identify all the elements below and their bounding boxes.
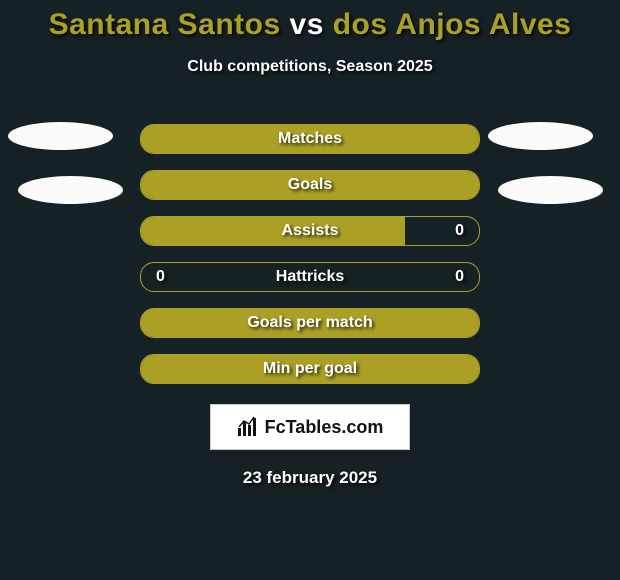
bar-label: Hattricks <box>276 268 344 286</box>
player-ellipse <box>18 176 123 204</box>
bar-track: Matches <box>140 124 480 154</box>
title-part: vs <box>281 8 333 41</box>
bar-label: Min per goal <box>263 360 357 378</box>
bar-track: Min per goal <box>140 354 480 384</box>
chart-container: Santana Santos vs dos Anjos Alves Club c… <box>0 0 620 488</box>
subtitle: Club competitions, Season 2025 <box>0 58 620 76</box>
bar-label: Goals <box>288 176 332 194</box>
logo-box: FcTables.com <box>210 404 410 450</box>
bar-track: Hattricks <box>140 262 480 292</box>
bar-track: Assists <box>140 216 480 246</box>
stat-row: 10Assists <box>0 208 620 254</box>
bar-label: Goals per match <box>247 314 372 332</box>
bar-label: Matches <box>278 130 342 148</box>
player-ellipse <box>8 122 113 150</box>
bar-left <box>141 217 405 245</box>
chart-area: 36Matches00Goals10Assists00HattricksGoal… <box>0 116 620 392</box>
bar-track: Goals per match <box>140 308 480 338</box>
stat-row: 00Hattricks <box>0 254 620 300</box>
title-part: dos Anjos Alves <box>333 8 572 41</box>
title-part: Santana Santos <box>49 8 281 41</box>
player-ellipse <box>498 176 603 204</box>
stat-row: Min per goal <box>0 346 620 392</box>
date-text: 23 february 2025 <box>0 468 620 488</box>
stat-row: Goals per match <box>0 300 620 346</box>
logo-text: FcTables.com <box>265 417 384 438</box>
bar-left <box>141 125 253 153</box>
bars-chart-icon <box>237 416 259 438</box>
bar-track: Goals <box>140 170 480 200</box>
player-ellipse <box>488 122 593 150</box>
bar-label: Assists <box>282 222 339 240</box>
page-title: Santana Santos vs dos Anjos Alves <box>0 8 620 42</box>
